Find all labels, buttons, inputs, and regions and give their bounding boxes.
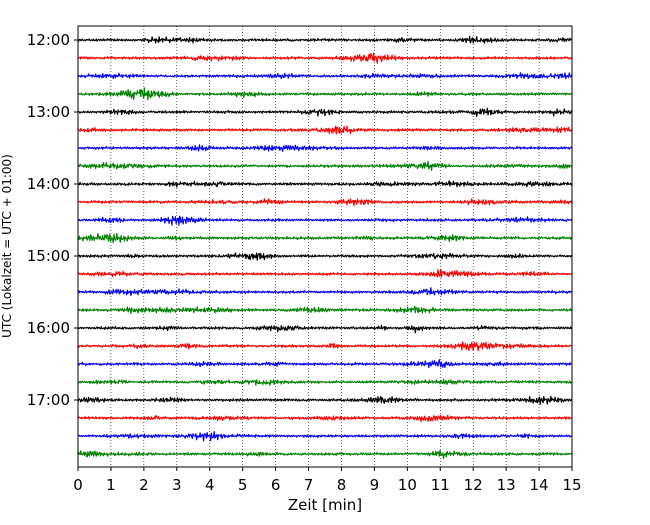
y-axis-label: UTC (Lokalzeit = UTC + 01:00) xyxy=(0,154,14,338)
trace-line xyxy=(77,198,573,207)
trace-line xyxy=(77,72,573,80)
x-tick-label: 13 xyxy=(497,476,516,494)
trace-line xyxy=(77,449,573,459)
trace-line xyxy=(77,430,573,442)
trace-line xyxy=(77,180,573,188)
x-tick-label: 14 xyxy=(530,476,549,494)
trace-line xyxy=(77,341,573,352)
x-tick-label: 0 xyxy=(73,476,83,494)
x-tick-label: 4 xyxy=(205,476,215,494)
y-tick-label: 12:00 xyxy=(27,31,70,49)
trace-line xyxy=(77,414,573,423)
trace-line xyxy=(77,252,573,261)
y-tick-label: 13:00 xyxy=(27,103,70,121)
x-tick-label: 9 xyxy=(370,476,380,494)
trace-line xyxy=(77,324,573,334)
trace-line xyxy=(77,107,573,118)
trace-line xyxy=(77,378,573,386)
seismogram-traces xyxy=(77,35,573,459)
y-tick-label: 15:00 xyxy=(27,247,70,265)
trace-line xyxy=(77,125,573,135)
y-tick-label: 16:00 xyxy=(27,319,70,337)
trace-line xyxy=(77,232,573,244)
x-tick-label: 15 xyxy=(562,476,581,494)
y-tick-label: 17:00 xyxy=(27,391,70,409)
x-tick-label: 6 xyxy=(271,476,281,494)
x-tick-label: 1 xyxy=(106,476,116,494)
trace-line xyxy=(77,287,573,297)
x-tick-label: 2 xyxy=(139,476,149,494)
x-tick-label: 12 xyxy=(464,476,483,494)
trace-line xyxy=(77,160,573,171)
y-tick-label: 14:00 xyxy=(27,175,70,193)
x-tick-label: 3 xyxy=(172,476,182,494)
trace-line xyxy=(77,87,573,101)
trace-line xyxy=(77,215,573,226)
trace-line xyxy=(77,35,573,44)
x-tick-label: 5 xyxy=(238,476,248,494)
x-tick-label: 7 xyxy=(304,476,314,494)
trace-line xyxy=(77,305,573,314)
trace-line xyxy=(77,52,573,64)
y-axis-ticks: 12:00 13:00 14:00 15:00 16:00 17:00 xyxy=(27,31,78,409)
plot-frame xyxy=(77,25,573,468)
x-tick-label: 11 xyxy=(431,476,450,494)
trace-line xyxy=(77,144,573,152)
x-tick-label: 8 xyxy=(337,476,347,494)
trace-line xyxy=(77,395,573,405)
x-tick-label: 10 xyxy=(398,476,417,494)
x-axis-ticks: 0 1 2 3 4 5 6 7 8 9 10 11 12 13 14 15 xyxy=(73,467,582,494)
trace-line xyxy=(77,268,573,278)
x-axis-label: Zeit [min] xyxy=(288,496,362,514)
trace-line xyxy=(77,359,573,369)
